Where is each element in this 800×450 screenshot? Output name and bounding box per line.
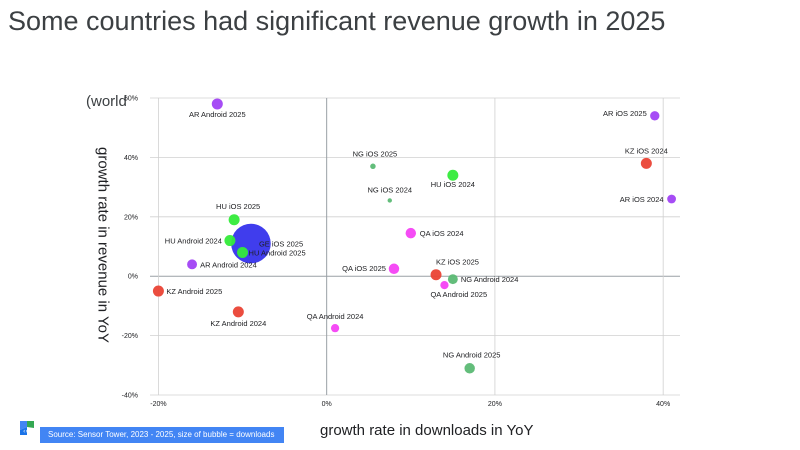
grid-layer [150, 97, 680, 396]
left-note: (world [86, 93, 127, 110]
y-tick-label: 60% [124, 96, 138, 103]
data-point [447, 274, 458, 285]
y-tick-label: -20% [122, 333, 138, 340]
data-point [440, 280, 449, 290]
point-label: KZ iOS 2025 [436, 258, 479, 267]
y-tick-label: 0% [128, 274, 138, 281]
point-label: KZ iOS 2024 [625, 146, 668, 155]
y-tick-label: 40% [124, 155, 138, 162]
point-label: HU iOS 2025 [216, 202, 260, 211]
source-note: Source: Sensor Tower, 2023 - 2025, size … [40, 427, 284, 443]
point-label: GE iOS 2025 [259, 240, 303, 249]
x-tick-label: 20% [488, 401, 502, 408]
point-label: KZ Android 2025 [166, 287, 222, 296]
x-tick-label: -20% [150, 401, 166, 408]
slide-title: Some countries had significant revenue g… [8, 6, 666, 36]
point-label: AR iOS 2025 [603, 109, 647, 118]
data-point [237, 246, 249, 258]
data-point [387, 198, 392, 203]
point-label: AR Android 2024 [200, 260, 257, 269]
y-tick-label: 20% [124, 214, 138, 221]
data-point [464, 363, 475, 374]
data-point [224, 235, 236, 247]
tick-layer: -40% -20% 0% 20% 40% 60% -20% 0% 20% 40% [122, 96, 671, 409]
data-point [640, 157, 652, 169]
svg-text:‹›: ‹› [23, 428, 28, 435]
data-point [152, 285, 164, 297]
point-label: NG Android 2024 [461, 275, 519, 284]
point-label: AR iOS 2024 [620, 195, 664, 204]
google-cloud-logo-icon: ‹› [20, 421, 34, 435]
point-label: NG iOS 2024 [367, 185, 412, 194]
point-label: NG iOS 2025 [353, 149, 398, 158]
label-layer: AR Android 2025 AR iOS 2025 KZ iOS 2024 AR … [165, 109, 668, 359]
point-label: QA Android 2024 [307, 312, 364, 321]
data-point [405, 227, 417, 239]
data-point [667, 194, 676, 204]
data-point [430, 269, 442, 281]
data-point [228, 214, 240, 226]
data-point [187, 259, 198, 270]
point-label: NG Android 2025 [443, 350, 501, 359]
x-tick-label: 0% [322, 401, 332, 408]
data-point [370, 163, 376, 170]
data-point [650, 111, 660, 121]
data-point [330, 324, 340, 333]
point-label: HU Android 2025 [249, 248, 306, 257]
point-label: QA iOS 2025 [342, 264, 386, 273]
data-point [447, 169, 459, 181]
point-label: HU iOS 2024 [431, 180, 475, 189]
point-label: QA iOS 2024 [420, 229, 464, 238]
point-label: KZ Android 2024 [210, 319, 266, 328]
x-axis-label: growth rate in downloads in YoY [320, 422, 534, 439]
data-point [388, 263, 400, 274]
point-label: HU Android 2024 [165, 237, 222, 246]
data-point [211, 98, 223, 110]
data-point [232, 306, 244, 318]
y-tick-label: -40% [122, 393, 138, 400]
point-label: AR Android 2025 [189, 110, 246, 119]
point-label: QA Android 2025 [430, 290, 487, 299]
x-tick-label: 40% [656, 401, 670, 408]
point-layer [152, 98, 676, 374]
